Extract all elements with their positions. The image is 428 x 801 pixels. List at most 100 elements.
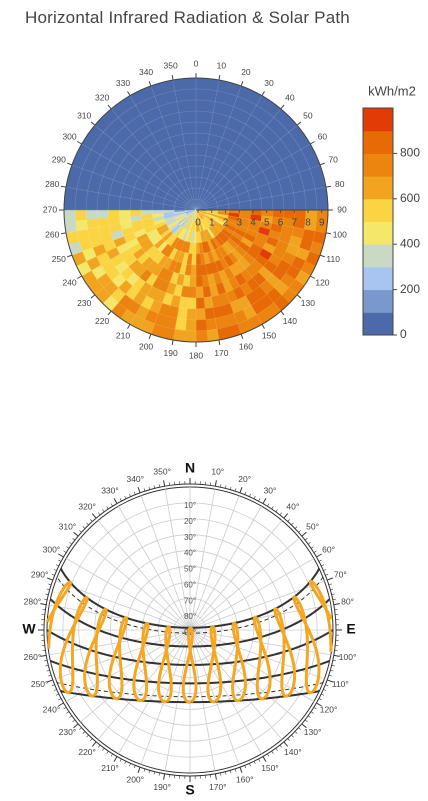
colorbar-tick-label: 400 [400, 236, 420, 250]
angular-gridline [172, 209, 197, 341]
heatmap-cell [272, 202, 285, 211]
azimuth-tick-mark [58, 698, 62, 701]
heatmap-cell [184, 330, 197, 343]
azimuth-label: 240° [43, 704, 61, 714]
altitude-label: 80° [184, 612, 196, 621]
analemma-line [273, 607, 297, 698]
azimuth-gridline [189, 520, 283, 631]
angular-tick-label: 80 [335, 179, 345, 189]
radial-tick-label: 1 [209, 218, 215, 229]
azimuth-tick-mark [69, 542, 73, 545]
radial-tick-label: 6 [278, 218, 284, 229]
angular-tick-mark [171, 339, 174, 346]
heatmap-cell [107, 209, 120, 218]
azimuth-tick-mark [313, 707, 317, 710]
angular-gridline [129, 209, 197, 325]
azimuth-label: 260° [24, 652, 42, 662]
angular-gridline [195, 209, 263, 325]
angular-gridline [195, 209, 220, 341]
azimuth-tick-mark [158, 772, 160, 776]
heatmap-cell [186, 99, 197, 112]
angular-tick-mark [325, 185, 332, 188]
angular-tick-label: 240 [62, 277, 76, 287]
angular-tick-label: 30 [264, 78, 274, 88]
azimuth-tick-mark [45, 593, 49, 595]
angular-tick-label: 100 [333, 230, 347, 240]
azimuth-label: 230° [59, 727, 77, 737]
angular-gridline [195, 143, 311, 211]
colorbar-border [362, 107, 394, 336]
angular-tick-mark [325, 232, 332, 235]
azimuth-tick-mark [328, 583, 332, 586]
azimuth-tick-mark [82, 731, 86, 734]
angular-tick-label: 110 [326, 254, 340, 264]
heatmap-cell [188, 121, 197, 134]
azimuth-label: 130° [304, 727, 322, 737]
heatmap-cell [96, 201, 109, 211]
heatmap-cell [190, 143, 197, 156]
angular-tick-mark [60, 185, 67, 188]
altitude-label: 60° [184, 580, 196, 589]
azimuth-tick-mark [153, 771, 155, 775]
azimuth-tick-mark [234, 488, 237, 492]
cardinal-label: E [346, 621, 355, 637]
azimuth-tick-mark [307, 715, 311, 718]
azimuth-tick-mark [267, 753, 270, 757]
azimuth-label: 140° [284, 747, 302, 757]
angular-tick-label: 140 [283, 316, 297, 326]
azimuth-tick-mark [46, 577, 53, 581]
azimuth-tick-mark [133, 491, 136, 495]
colorbar-tick-label: 0 [400, 327, 407, 341]
azimuth-tick-mark [79, 530, 82, 533]
angular-tick-mark [127, 324, 131, 329]
azimuth-tick-mark [333, 603, 340, 606]
azimuth-tick-mark [330, 669, 334, 672]
azimuth-label: 70° [334, 570, 347, 580]
heatmap-cell [63, 209, 76, 222]
azimuth-tick-mark [234, 768, 237, 772]
azimuth-tick-mark [331, 593, 335, 595]
azimuth-tick-mark [58, 559, 62, 562]
angular-tick-mark [261, 91, 265, 96]
azimuth-tick-mark [110, 503, 113, 507]
colorbar-swatch [363, 153, 393, 177]
azimuth-tick-mark [225, 771, 227, 775]
colorbar-title: kWh/m2 [368, 83, 416, 98]
analemma-line [157, 625, 173, 704]
azimuth-tick-mark [271, 506, 274, 510]
azimuth-tick-mark [321, 564, 325, 567]
azimuth-tick-mark [51, 684, 55, 687]
angular-tick-mark [218, 74, 221, 81]
azimuth-tick-mark [244, 765, 247, 769]
azimuth-tick-mark [279, 512, 282, 516]
heatmap-cell [195, 77, 208, 90]
heatmap-cell [184, 77, 197, 90]
angular-tick-label: 150 [262, 331, 276, 341]
angular-tick-label: 60 [318, 131, 328, 141]
angular-gridline [110, 209, 197, 312]
azimuth-tick-mark [214, 480, 217, 487]
angular-tick-label: 330 [116, 78, 130, 88]
cardinal-label: W [22, 621, 36, 637]
day-arc [56, 681, 324, 698]
angular-gridline [195, 209, 282, 312]
azimuth-tick-mark [325, 684, 329, 687]
azimuth-tick-mark [313, 550, 317, 553]
azimuth-tick-mark [106, 750, 109, 754]
azimuth-tick-mark [318, 559, 322, 562]
azimuth-label: 150° [261, 763, 279, 773]
angular-tick-mark [90, 294, 96, 299]
angular-tick-label: 300 [62, 131, 76, 141]
heatmap-cell [74, 199, 87, 211]
angular-tick-label: 180 [189, 350, 203, 360]
azimuth-tick-mark [310, 546, 314, 549]
analemma-line [252, 615, 272, 701]
radial-tick-label: 3 [236, 218, 242, 229]
angular-tick-label: 190 [164, 348, 178, 358]
azimuth-tick-mark [98, 744, 101, 748]
heatmap-cell [195, 121, 204, 134]
azimuth-label: 20° [238, 474, 251, 484]
colorbar-swatch [363, 130, 393, 154]
heatmap-cell [187, 297, 197, 310]
